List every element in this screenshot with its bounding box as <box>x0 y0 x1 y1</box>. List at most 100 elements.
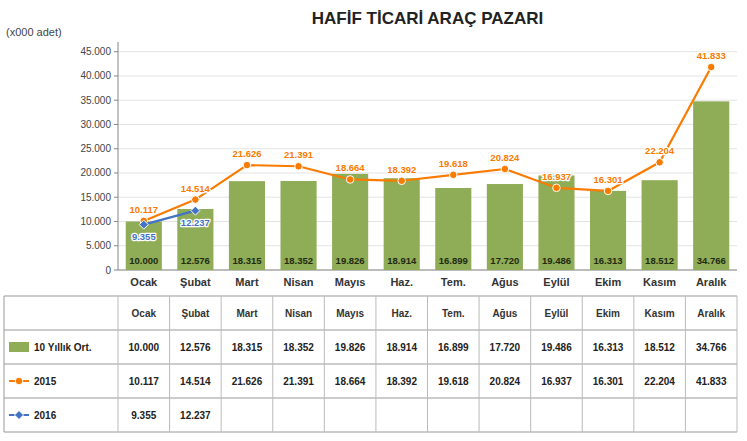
data-label: 17.720 <box>490 255 519 266</box>
table-rule <box>633 296 634 432</box>
table-header: Mart <box>236 308 258 319</box>
table-value: 10.117 <box>129 376 159 387</box>
data-label: 12.576 <box>181 255 210 266</box>
marks <box>126 63 730 270</box>
table-header: Aralık <box>697 308 725 319</box>
title: HAFİF TİCARİ ARAÇ PAZARI <box>312 9 543 28</box>
table-value: 22.204 <box>644 376 675 387</box>
y-tick-label: 25.000 <box>80 143 111 154</box>
table-rule <box>4 398 737 399</box>
table-rule <box>530 296 531 432</box>
table-value: 34.766 <box>696 342 727 353</box>
table-value: 20.824 <box>490 376 521 387</box>
data-label: 21.391 <box>284 149 314 160</box>
legend-label: 2015 <box>34 376 57 387</box>
x-tick-label: Mayıs <box>335 276 366 288</box>
y-tick-label: 0 <box>105 265 111 276</box>
data-label: 19.826 <box>336 255 365 266</box>
table-header: Kasım <box>645 308 675 319</box>
table-header: Ekim <box>596 308 620 319</box>
y-tick-label: 30.000 <box>80 119 111 130</box>
grid <box>118 52 737 270</box>
y-tick-label: 10.000 <box>80 216 111 227</box>
line <box>144 67 711 221</box>
table-header: Haz. <box>391 308 412 319</box>
table-rule <box>375 296 376 432</box>
x-tick-label: Mart <box>235 276 259 288</box>
table-rule <box>118 296 119 432</box>
data-label: 18.352 <box>284 255 313 266</box>
x-tick-label: Nisan <box>284 276 314 288</box>
marker <box>604 187 612 195</box>
bar <box>280 181 316 270</box>
bar <box>435 188 471 270</box>
y-tick <box>114 172 118 173</box>
data-label: 14.514 <box>181 183 211 194</box>
data-label: 9.355 <box>132 231 156 242</box>
table-rule <box>4 296 737 297</box>
marker <box>501 165 509 173</box>
y-tick <box>114 75 118 76</box>
table-value: 18.315 <box>232 342 263 353</box>
y-tick-label: 35.000 <box>80 95 111 106</box>
table-rule <box>685 296 686 432</box>
data-label: 10.117 <box>130 204 159 215</box>
y-tick <box>114 197 118 198</box>
marker <box>398 177 406 185</box>
x-tick-label: Tem. <box>441 276 466 288</box>
data-label: 18.512 <box>645 255 674 266</box>
data-label: 16.313 <box>594 255 623 266</box>
y-tick <box>114 221 118 222</box>
data-label: 16.301 <box>594 174 624 185</box>
table-value: 17.720 <box>490 342 521 353</box>
table-rule <box>4 432 737 433</box>
legend-marker <box>15 411 24 420</box>
data-label: 19.618 <box>439 158 468 169</box>
x-tick-label: Aralık <box>696 276 727 288</box>
table-rule <box>582 296 583 432</box>
table-value: 21.391 <box>283 376 314 387</box>
table-value: 12.237 <box>180 410 211 421</box>
data-label: 18.914 <box>387 255 417 266</box>
x-tick-label: Kasım <box>643 276 676 288</box>
marker <box>191 206 200 215</box>
marker <box>346 176 354 184</box>
data-label: 20.824 <box>490 152 520 163</box>
bar <box>693 101 729 270</box>
grid-line <box>118 124 737 125</box>
data-label: 19.486 <box>542 255 571 266</box>
marker <box>553 184 561 192</box>
table-rule <box>479 296 480 432</box>
table-value: 18.664 <box>335 376 366 387</box>
table-value: 10.000 <box>128 342 159 353</box>
legend-label: 10 Yıllık Ort. <box>34 342 92 353</box>
grid-line <box>118 51 737 52</box>
table-rule <box>4 330 737 331</box>
table-rule <box>737 296 738 432</box>
data-label: 22.204 <box>645 145 675 156</box>
table-value: 19.826 <box>335 342 366 353</box>
y-ticks: 05.00010.00015.00020.00025.00030.00035.0… <box>80 46 118 275</box>
legend-marker <box>15 377 23 385</box>
data-label: 16.937 <box>542 171 571 182</box>
data-label: 41.833 <box>697 50 726 61</box>
table-rule <box>169 296 170 432</box>
y-tick-label: 20.000 <box>80 167 111 178</box>
y-tick-label: 45.000 <box>80 46 111 57</box>
table-value: 19.618 <box>438 376 469 387</box>
y-tick <box>114 51 118 52</box>
x-ticks: OcakŞubatMartNisanMayısHaz.Tem.AğusEylül… <box>130 276 727 288</box>
marker <box>243 161 251 169</box>
data-label: 10.000 <box>129 255 158 266</box>
x-tick-label: Ocak <box>130 276 158 288</box>
bar <box>177 209 213 270</box>
y-axis-line <box>118 42 119 270</box>
grid-line <box>118 100 737 101</box>
table-header: Mayıs <box>336 308 364 319</box>
legend-table: OcakŞubatMartNisanMayısHaz.Tem.AğusEylül… <box>4 296 737 432</box>
table-value: 41.833 <box>696 376 727 387</box>
table-header: Ocak <box>132 308 157 319</box>
bar <box>229 181 265 270</box>
y-tick-label: 15.000 <box>80 192 111 203</box>
y-tick <box>114 270 118 271</box>
